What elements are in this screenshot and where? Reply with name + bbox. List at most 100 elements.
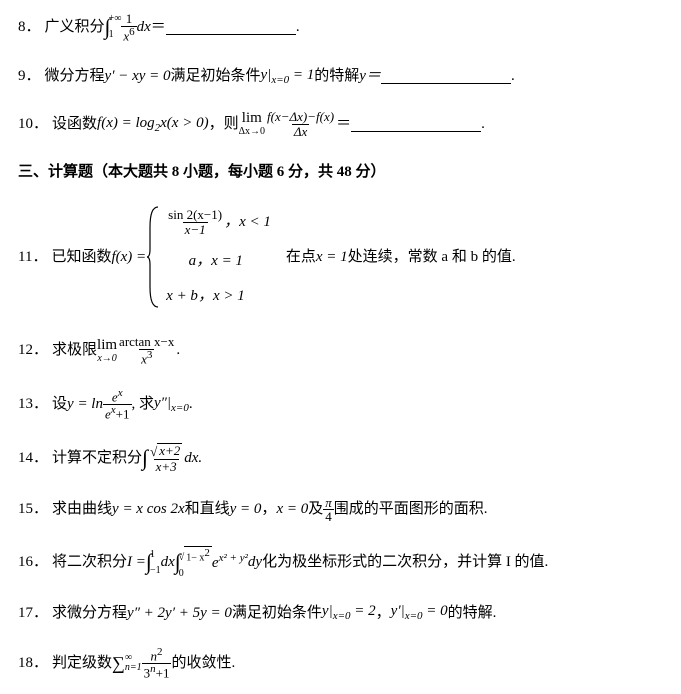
problem-16: 16． 将二次积分 I = ∫ 1 −1 dx ∫ √1− x2 0 ex² +… (18, 546, 663, 579)
exponent: 6 (129, 26, 135, 38)
sigma-icon: ∑ (112, 651, 125, 676)
fraction: √x+2 x+3 (148, 443, 184, 473)
text: 满足初始条件 (171, 66, 261, 87)
lim-label: lim (97, 338, 117, 353)
text: 及 (308, 499, 323, 520)
bounds: √1− x2 0 (179, 546, 212, 579)
problem-number: 14． (18, 448, 48, 469)
text: 满足初始条件 (232, 603, 322, 624)
text: 判定级数 (52, 653, 112, 674)
tail: +1 (156, 665, 170, 680)
subscript: x=0 (171, 402, 189, 414)
equals: ＝ (151, 17, 166, 38)
denominator: x3 (139, 349, 154, 366)
curve: y = x cos 2x (112, 499, 185, 520)
period: . (176, 340, 180, 361)
domain: x(x > 0) (160, 115, 208, 131)
problem-14: 14． 计算不定积分 ∫ √x+2 x+3 dx. (18, 443, 663, 474)
dy: dy (248, 552, 262, 573)
limit: lim x→0 (97, 338, 117, 364)
integral: ∫ +∞ 1 (105, 12, 122, 43)
exp: x (118, 387, 123, 399)
text: 求由曲线 (52, 499, 112, 520)
dx: dx (161, 552, 175, 573)
fraction: ex ex+1 (103, 388, 132, 421)
period: . (189, 394, 193, 415)
exp: 2 (157, 646, 163, 658)
period: . (296, 17, 300, 38)
summation: ∑ ∞ n=1 (112, 651, 142, 676)
text: 设函数 (52, 114, 97, 135)
sub: x=0 (333, 610, 351, 622)
period: . (481, 114, 485, 135)
y-double-prime: y″|x=0 (154, 393, 189, 416)
numerator: f(x−Δx)−f(x) (265, 110, 336, 124)
y-equals: y＝ (359, 66, 381, 87)
lim-under: Δx→0 (239, 127, 265, 137)
numerator: n2 (149, 647, 165, 663)
subscript: x=0 (271, 74, 289, 86)
period: . (511, 66, 515, 87)
yprime: y″| (154, 395, 171, 411)
fraction: f(x−Δx)−f(x) Δx (265, 110, 336, 138)
denominator: ex+1 (103, 404, 132, 421)
numerator: ex (110, 388, 125, 404)
problem-9: 9． 微分方程 y′ − xy = 0 满足初始条件 y|x=0 = 1 的特解… (18, 65, 663, 88)
denominator: 4 (323, 509, 334, 524)
yprime: y′| (391, 603, 405, 619)
numerator: √x+2 (148, 443, 184, 458)
text: 处连续，常数 a 和 b 的值. (348, 247, 516, 268)
problem-number: 18． (18, 653, 48, 674)
problem-12: 12． 求极限 lim x→0 arctan x−x x3 . (18, 335, 663, 366)
text: 和直线 (185, 499, 230, 520)
text: 的收敛性. (171, 653, 235, 674)
upper: √1− x2 (179, 546, 212, 563)
blank (166, 20, 296, 35)
exponent: 3 (147, 349, 153, 361)
problem-number: 10． (18, 114, 48, 135)
text: ，则 (209, 114, 239, 135)
e: e (212, 555, 219, 571)
problem-number: 13． (18, 394, 48, 415)
lower: −1 (150, 566, 161, 576)
dx: dx. (184, 448, 202, 469)
fraction: sin 2(x−1) x−1 (166, 208, 224, 236)
val: = 0 (423, 603, 448, 619)
case-3: x + b ，x > 1 (166, 286, 271, 307)
problem-number: 9． (18, 66, 41, 87)
fraction: n2 3n+1 (142, 647, 172, 680)
text: , 求 (132, 394, 155, 415)
lim-under: x→0 (97, 354, 116, 364)
blank (381, 69, 511, 84)
condition: ，x = 1 (196, 251, 243, 272)
e-expr: ex² + y² (212, 551, 248, 574)
equation: y″ + 2y′ + 5y = 0 (127, 603, 232, 624)
denominator: x6 (121, 26, 136, 43)
x-eq-1: x = 1 (316, 247, 348, 268)
equation: y′ − xy = 0 (105, 66, 171, 87)
I-equals: I = (127, 552, 146, 573)
numerator: arctan x−x (117, 335, 176, 349)
equals: ＝ (336, 114, 351, 135)
problem-number: 8． (18, 17, 41, 38)
problem-number: 11． (18, 247, 47, 268)
text: 微分方程 (45, 66, 105, 87)
numerator: sin 2(x−1) (166, 208, 224, 222)
text: 围成的平面图形的面积. (334, 499, 488, 520)
problem-13: 13． 设 y = ln ex ex+1 , 求 y″|x=0 . (18, 388, 663, 421)
problem-15: 15． 求由曲线 y = x cos 2x 和直线 y = 0 ， x = 0 … (18, 496, 663, 524)
denominator: x−1 (183, 222, 208, 237)
value: x + b (166, 286, 198, 307)
expr: 1− x (186, 552, 204, 563)
fraction: π 4 (323, 496, 334, 524)
problem-number: 12． (18, 340, 48, 361)
problem-8: 8． 广义积分 ∫ +∞ 1 1 x6 dx ＝ . (18, 12, 663, 43)
lower: n=1 (125, 663, 142, 673)
problem-number: 17． (18, 603, 48, 624)
text: 在点 (271, 247, 316, 268)
fx: f(x) = (111, 247, 146, 268)
integral-bounds: +∞ 1 (109, 14, 122, 40)
upper: 1 (150, 550, 161, 560)
text: 求极限 (52, 340, 97, 361)
text: 计算不定积分 (52, 448, 142, 469)
